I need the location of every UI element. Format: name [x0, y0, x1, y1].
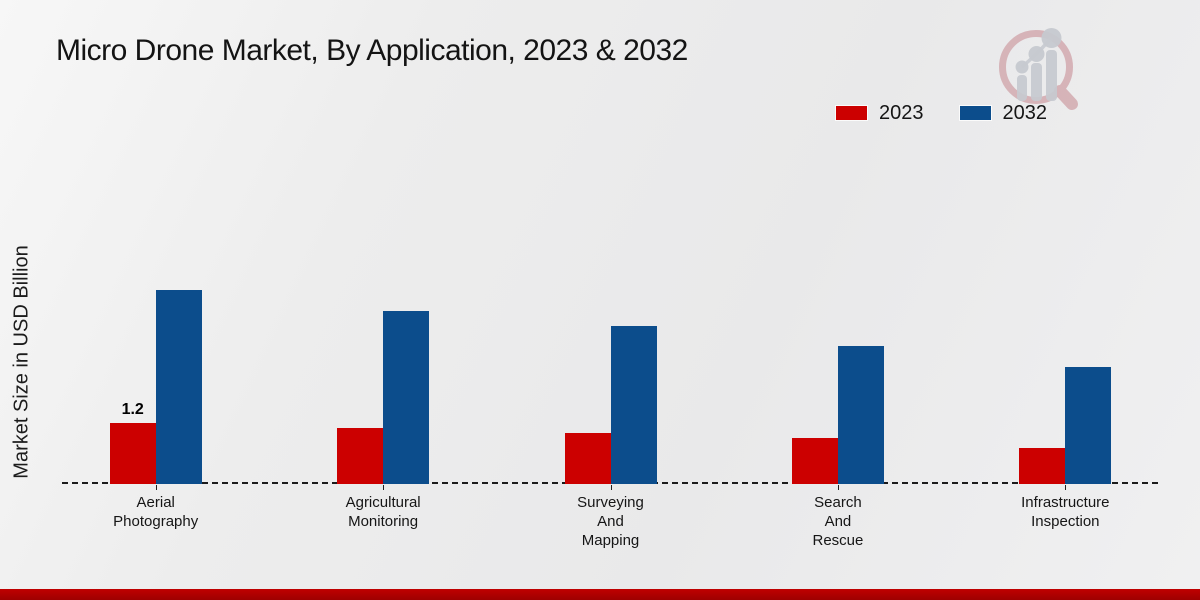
category-label-4: Infrastructure Inspection: [1021, 494, 1110, 530]
legend-swatch-2032: [959, 106, 991, 120]
bar-pair-4: [1019, 367, 1112, 484]
x-axis-tick: [610, 485, 612, 490]
bar-group-2: Surveying And Mapping: [497, 0, 724, 549]
bar-2032-category-0: [155, 290, 202, 484]
bar-value-label: 1.2: [121, 401, 144, 418]
category-label-1: Agricultural Monitoring: [345, 494, 421, 530]
bar-group-1: Agricultural Monitoring: [269, 0, 496, 545]
x-axis-tick: [155, 485, 157, 490]
bar-2023-category-4: [1019, 448, 1066, 484]
bar-2023-category-0: 1.2: [109, 401, 156, 484]
bar-2032-category-1: [383, 311, 430, 484]
bar-2023-category-1: [337, 428, 384, 484]
y-axis-label: Market Size in USD Billion: [10, 245, 33, 479]
bar-2032-category-2: [610, 326, 657, 484]
bar-2032-category-3: [837, 346, 884, 484]
legend-swatch-2023: [836, 106, 867, 120]
bar-group-3: Search And Rescue: [724, 0, 951, 549]
bar-pair-2: [564, 326, 657, 484]
bar-2032-category-4: [1065, 367, 1112, 484]
logo-bar-tall: [1046, 50, 1057, 101]
footer-accent-bar: [0, 589, 1200, 600]
bar-groups: 1.2 Aerial Photography Agricultural Monitori…: [42, 0, 1179, 549]
legend-label-2032: 2032: [1002, 101, 1048, 124]
logo-bar-small: [1017, 75, 1027, 101]
x-axis-tick: [383, 485, 385, 490]
legend-item-2032: 2032: [959, 101, 1048, 125]
x-axis-tick: [1065, 485, 1067, 490]
brand-logo-magnifier-icon: [999, 28, 1078, 110]
category-label-0: Aerial Photography: [113, 494, 199, 530]
bar-group-4: Infrastructure Inspection: [952, 0, 1179, 545]
legend: 2023 2032: [836, 102, 1047, 124]
bar-2023-category-2: [564, 433, 611, 484]
logo-bar-medium: [1031, 63, 1042, 101]
bar-group-0: 1.2 Aerial Photography: [42, 0, 269, 545]
chart-title: Micro Drone Market, By Application, 2023…: [56, 34, 688, 67]
bar-pair-3: [791, 346, 884, 484]
bar-pair-0: 1.2: [109, 290, 202, 484]
legend-label-2023: 2023: [879, 101, 924, 124]
bar-2023-category-3: [791, 438, 838, 484]
legend-item-2023: 2023: [836, 102, 924, 125]
category-label-3: Search And Rescue: [812, 494, 864, 549]
category-label-2: Surveying And Mapping: [577, 494, 644, 549]
x-axis-tick: [837, 485, 839, 490]
bar-pair-1: [337, 311, 430, 484]
